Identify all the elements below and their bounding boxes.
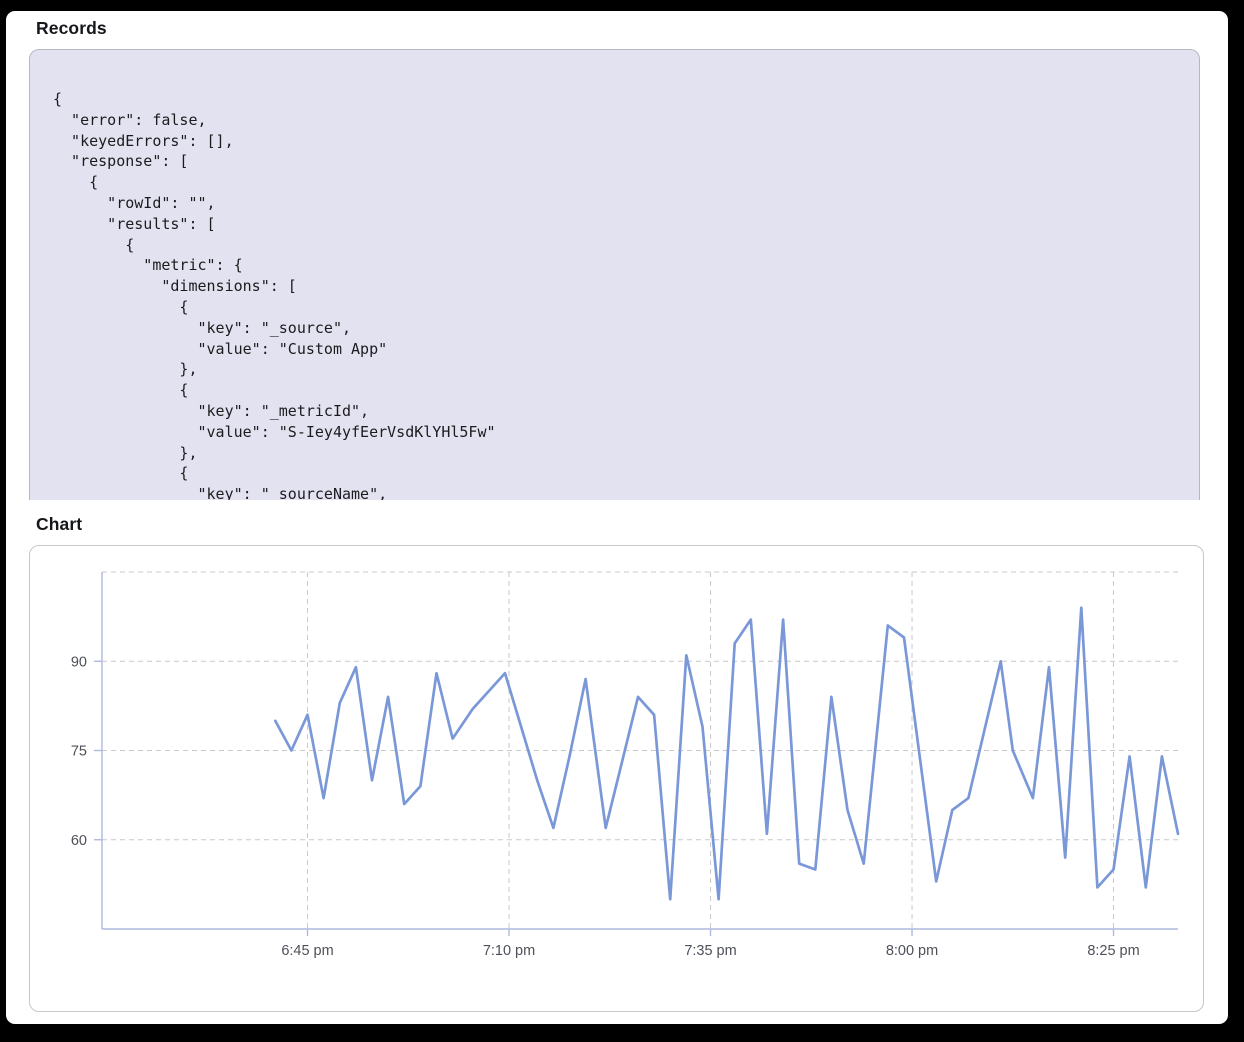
records-heading: Records [36, 18, 107, 38]
x-axis-label: 8:00 pm [886, 943, 938, 959]
records-code-block[interactable]: { "error": false, "keyedErrors": [], "re… [29, 49, 1200, 500]
records-json-text: { "error": false, "keyedErrors": [], "re… [53, 90, 496, 500]
series-line [273, 606, 1180, 901]
x-axis-label: 6:45 pm [281, 943, 333, 959]
y-axis-label: 90 [71, 654, 87, 670]
page: Records { "error": false, "keyedErrors":… [6, 11, 1228, 1024]
x-axis-label: 8:25 pm [1087, 943, 1139, 959]
chart-card: 60 75 90 6:45 pm 7:10 pm 7:35 pm 8:00 pm 8:25 p… [29, 545, 1204, 1012]
x-axis-label: 7:35 pm [684, 943, 736, 959]
chart-heading: Chart [36, 514, 83, 534]
y-axis-label: 60 [71, 833, 87, 849]
y-axis-label: 75 [71, 744, 87, 760]
line-chart[interactable]: 60 75 90 6:45 pm 7:10 pm 7:35 pm 8:00 pm 8:25 p… [30, 546, 1203, 1011]
x-axis-label: 7:10 pm [483, 943, 535, 959]
